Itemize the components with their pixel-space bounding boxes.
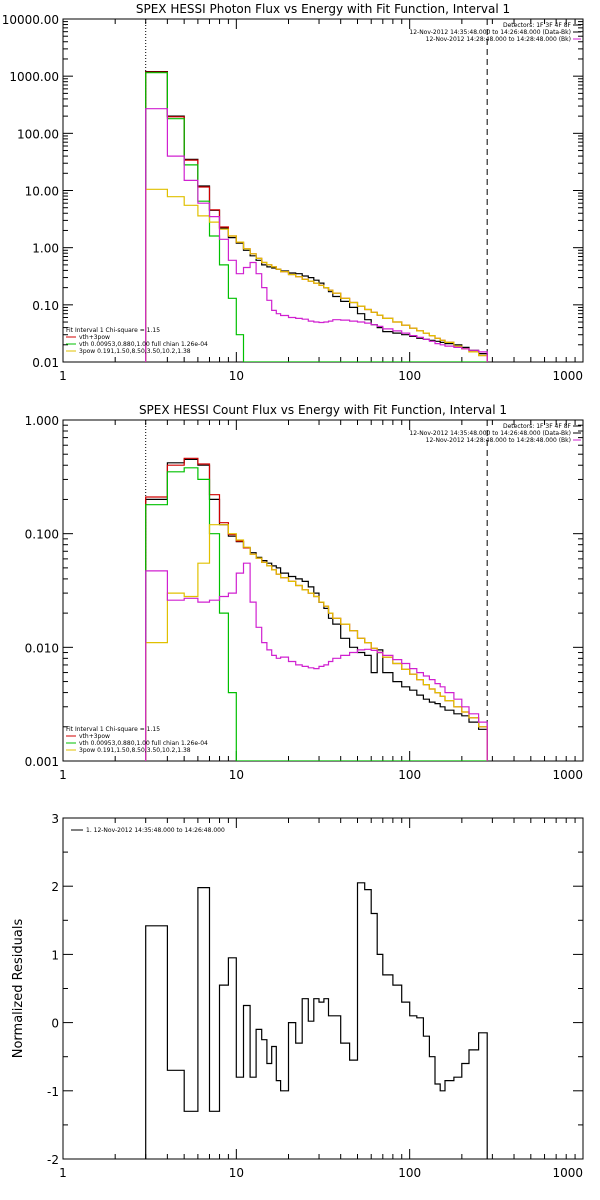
- x-tick-label: 10: [229, 768, 244, 782]
- chart-title: SPEX HESSI Photon Flux vs Energy with Fi…: [136, 2, 510, 16]
- x-tick-label: 1000: [552, 1166, 583, 1180]
- y-tick-label: 0.100: [25, 528, 59, 542]
- count-flux-chart: SPEX HESSI Count Flux vs Energy with Fit…: [25, 403, 584, 782]
- y-tick-label: -2: [47, 1153, 59, 1167]
- series-line-4: [145, 108, 488, 362]
- legend-header: Fit Interval 1 Chi-square = 1.15: [66, 327, 160, 334]
- y-tick-label: 10.00: [25, 185, 59, 199]
- info-line: 12-Nov-2012 14:28:48.000 to 14:28:48.000…: [426, 437, 571, 444]
- plot-frame: [62, 18, 584, 363]
- plot-frame: [62, 817, 584, 1160]
- legend-label: vth+3pow: [79, 334, 110, 341]
- x-tick-label: 1: [59, 369, 67, 383]
- info-line: Detectors: 1F 3F 4F 8F: [503, 22, 572, 29]
- y-tick-label: 1000.00: [9, 70, 59, 84]
- photon-flux-chart: SPEX HESSI Photon Flux vs Energy with Fi…: [2, 2, 584, 383]
- x-tick-label: 1000: [552, 768, 583, 782]
- x-tick-label: 10: [229, 369, 244, 383]
- legend-label: vth+3pow: [79, 733, 110, 740]
- residuals-chart: 1 10 100 1000 -2 -1 0 1 2 3 Normalized Residuals 1.…: [11, 812, 584, 1180]
- y-tick-label: 3: [51, 812, 59, 826]
- legend-label: vth 0.00953,0.880,1.00 full chian 1.26e-…: [79, 740, 208, 747]
- info-line: 12-Nov-2012 14:35:48.000 to 14:26:48.000…: [409, 29, 571, 36]
- y-tick-label: 1.00: [32, 242, 59, 256]
- series-line-0: [145, 71, 488, 362]
- info-line: Detectors: 1F 3F 4F 8F: [503, 423, 572, 430]
- y-tick-label: 1: [51, 948, 59, 962]
- y-tick-label: 0.010: [25, 641, 59, 655]
- y-tick-label: 0: [51, 1017, 59, 1031]
- legend-label: 1. 12-Nov-2012 14:35:48.000 to 14:26:48.…: [86, 827, 225, 834]
- x-tick-label: 1: [59, 768, 67, 782]
- series-line-3: [145, 524, 488, 761]
- y-tick-label: 10000.00: [2, 13, 59, 27]
- y-tick-label: 0.10: [32, 299, 59, 313]
- x-tick-label: 100: [398, 768, 421, 782]
- legend-header: Fit Interval 1 Chi-square = 1.15: [66, 726, 160, 733]
- x-tick-label: 10: [229, 1166, 244, 1180]
- y-axis-label: Normalized Residuals: [11, 919, 26, 1059]
- y-tick-label: -1: [47, 1085, 59, 1099]
- y-tick-label: 2: [51, 880, 59, 894]
- y-tick-label: 1.000: [25, 414, 59, 428]
- legend-label: vth 0.00953,0.880,1.00 full chian 1.26e-…: [79, 341, 208, 348]
- y-tick-label: 0.001: [25, 755, 59, 769]
- info-line: 12-Nov-2012 14:28:48.000 to 14:28:48.000…: [426, 36, 571, 43]
- y-tick-label: 0.01: [32, 356, 59, 370]
- series-line-1: [145, 457, 488, 761]
- x-tick-label: 100: [398, 1166, 421, 1180]
- info-line: 12-Nov-2012 14:35:48.000 to 14:26:48.000…: [409, 430, 571, 437]
- legend-label: 3pow 0.191,1.50,8.50,3.50,10.2,1.38: [79, 747, 191, 754]
- series-line-2: [145, 72, 488, 362]
- series-line-0: [145, 458, 488, 761]
- x-tick-label: 1: [59, 1166, 67, 1180]
- y-tick-label: 100.00: [17, 127, 59, 141]
- chart-title: SPEX HESSI Count Flux vs Energy with Fit…: [139, 403, 507, 417]
- series-line-2: [145, 467, 488, 761]
- x-tick-label: 100: [398, 369, 421, 383]
- series-line-3: [145, 188, 488, 362]
- x-tick-label: 1000: [552, 369, 583, 383]
- plot-frame: [62, 419, 584, 762]
- series-line-1: [145, 71, 488, 362]
- series-line-4: [145, 562, 488, 761]
- legend-label: 3pow 0.191,1.50,8.50,3.50,10.2,1.38: [79, 348, 191, 355]
- series-line-0: [145, 882, 488, 1159]
